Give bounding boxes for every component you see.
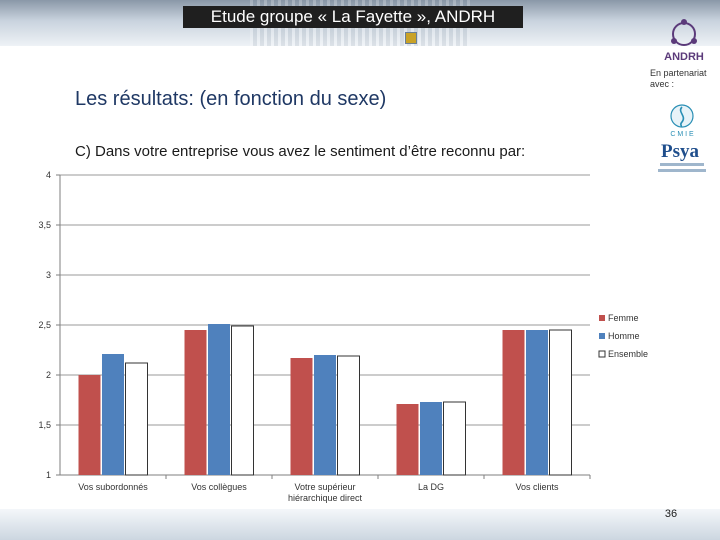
andrh-logo-dot-right [691,38,697,44]
psya-logo: C M I E Psya [658,104,706,172]
bar-ensemble-3 [443,401,466,476]
psya-logo-name: Psya [661,141,700,162]
bar-ensemble-0 [125,362,148,476]
y-tick-label: 2 [46,370,51,380]
bar-chart: 1 1,5 2 2,5 3 3,5 4 Vos subordonnés Vos collègue… [38,170,648,503]
y-tick-label: 2,5 [38,320,51,330]
x-tick-label: Vos subordonnés [78,482,148,492]
y-tick-label: 4 [46,170,51,180]
bar-homme-4 [526,330,548,475]
y-tick-label: 3 [46,270,51,280]
header-square-icon [405,32,417,44]
legend-label-femme: Femme [608,313,639,323]
bar-femme-0 [78,375,101,475]
legend-label-ensemble: Ensemble [608,349,648,359]
psya-logo-figure [679,106,685,127]
bar-homme-1 [208,324,230,475]
x-tick-label: hiérarchique direct [288,493,363,503]
andrh-logo-text: ANDRH [664,51,704,63]
y-tick-label: 1 [46,470,51,480]
x-tick-label: Vos clients [515,482,559,492]
bar-homme-0 [102,354,124,475]
x-tick-label: Vos collègues [191,482,247,492]
bar-femme-1 [184,330,207,475]
andrh-logo-dot-left [671,38,677,44]
bar-femme-4 [502,330,525,475]
bar-femme-2 [290,358,313,475]
page-number: 36 [664,508,678,520]
slide-header-title: Etude groupe « La Fayette », ANDRH [183,6,523,28]
legend-swatch-femme [599,315,605,321]
footer-bar [0,509,720,540]
x-tick-label: Votre supérieur [294,482,355,492]
partner-text: En partenariat avec : [650,68,707,89]
y-tick-label: 3,5 [38,220,51,230]
bar-ensemble-1 [231,325,254,476]
y-tick-label: 1,5 [38,420,51,430]
bar-ensemble-2 [337,355,360,476]
psya-logo-fineprint [660,163,704,166]
bar-femme-3 [396,404,419,475]
legend-swatch-ensemble [598,350,606,358]
bar-ensemble-4 [549,329,572,476]
bar-homme-3 [420,402,442,475]
chart-question: C) Dans votre entreprise vous avez le se… [75,143,526,160]
bar-homme-2 [314,355,336,475]
psya-logo-fineprint-2 [658,169,706,172]
x-tick-label: La DG [418,482,444,492]
psya-logo-cmie: C M I E [670,131,694,138]
slide-subtitle: Les résultats: (en fonction du sexe) [75,88,387,110]
legend-label-homme: Homme [608,331,640,341]
andrh-logo-dot-top [681,19,687,25]
legend-swatch-homme [599,333,605,339]
andrh-logo: ANDRH [664,19,704,63]
